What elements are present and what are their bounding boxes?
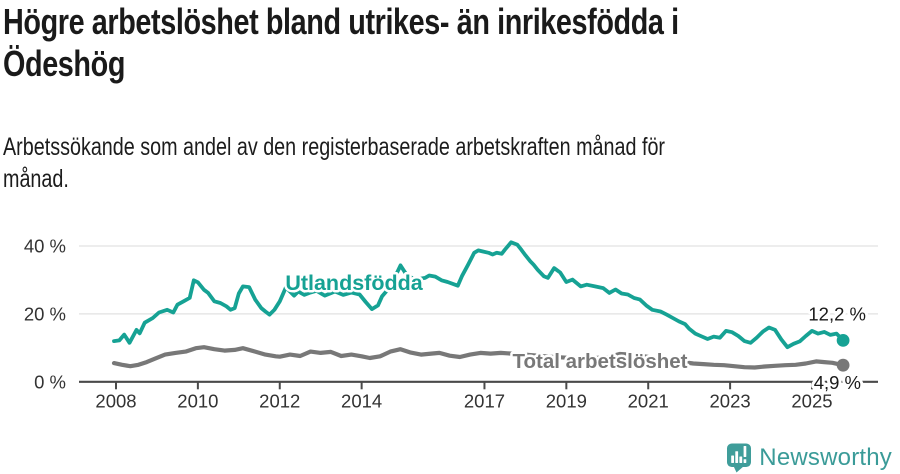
brand-name: Newsworthy xyxy=(759,443,892,471)
page-subtitle-line2: månad. xyxy=(3,165,69,193)
page-subtitle-line1: Arbetssökande som andel av den registerb… xyxy=(3,133,666,161)
page-title-line2: Ödeshög xyxy=(3,43,126,84)
x-tick-label: 2019 xyxy=(546,391,587,412)
series-label: Total arbetslöshet xyxy=(512,350,687,373)
y-tick-label: 40 % xyxy=(24,236,66,257)
newsworthy-logo-icon xyxy=(727,443,752,473)
y-tick-label: 20 % xyxy=(24,303,66,324)
series-label: Utlandsfödda xyxy=(285,271,423,295)
series-line-utlandsfodda xyxy=(112,240,845,350)
x-tick-label: 2023 xyxy=(710,391,751,412)
end-value-label: 4,9 % xyxy=(814,372,861,393)
y-tick-label: 0 % xyxy=(34,371,66,392)
x-tick-label: 2017 xyxy=(464,391,505,412)
page-subtitle: Arbetssökande som andel av den registerb… xyxy=(3,131,665,195)
end-value-label: 12,2 % xyxy=(808,303,866,324)
page-title-line1: Högre arbetslöshet bland utrikes- än inr… xyxy=(3,1,679,42)
x-tick-label: 2014 xyxy=(341,391,382,412)
page-title: Högre arbetslöshet bland utrikes- än inr… xyxy=(3,1,679,85)
x-tick-label: 2025 xyxy=(791,391,832,412)
x-tick-label: 2008 xyxy=(95,391,136,412)
x-tick-label: 2021 xyxy=(628,391,669,412)
x-tick-label: 2010 xyxy=(177,391,218,412)
x-tick-label: 2012 xyxy=(259,391,300,412)
brand-footer: Newsworthy xyxy=(726,441,892,474)
series-line-total-arbetsloshet xyxy=(111,345,846,370)
end-dot xyxy=(836,333,850,347)
end-dot xyxy=(836,358,850,372)
